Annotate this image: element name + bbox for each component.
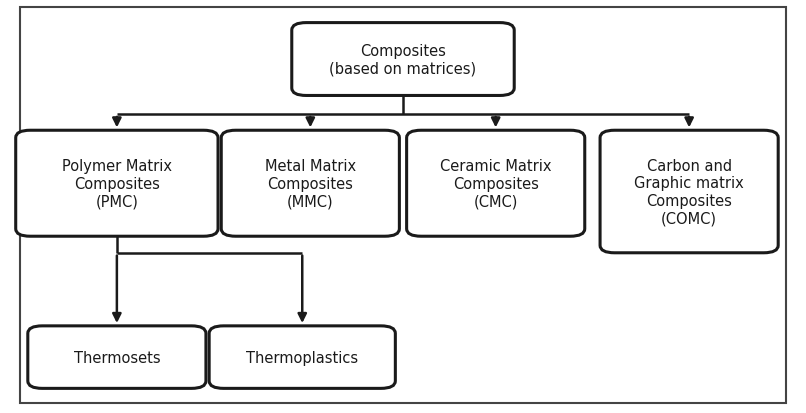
FancyBboxPatch shape [209,326,395,388]
Text: Polymer Matrix
Composites
(PMC): Polymer Matrix Composites (PMC) [62,159,172,209]
Text: Metal Matrix
Composites
(MMC): Metal Matrix Composites (MMC) [264,159,356,209]
FancyBboxPatch shape [600,131,779,253]
FancyBboxPatch shape [15,131,218,237]
Text: Composites
(based on matrices): Composites (based on matrices) [330,44,476,76]
FancyBboxPatch shape [406,131,584,237]
Text: Thermoplastics: Thermoplastics [246,350,359,365]
Text: Carbon and
Graphic matrix
Composites
(COMC): Carbon and Graphic matrix Composites (CO… [634,159,744,225]
FancyBboxPatch shape [27,326,206,388]
Text: Thermosets: Thermosets [73,350,160,365]
FancyBboxPatch shape [292,24,514,96]
Text: Ceramic Matrix
Composites
(CMC): Ceramic Matrix Composites (CMC) [440,159,551,209]
FancyBboxPatch shape [221,131,399,237]
